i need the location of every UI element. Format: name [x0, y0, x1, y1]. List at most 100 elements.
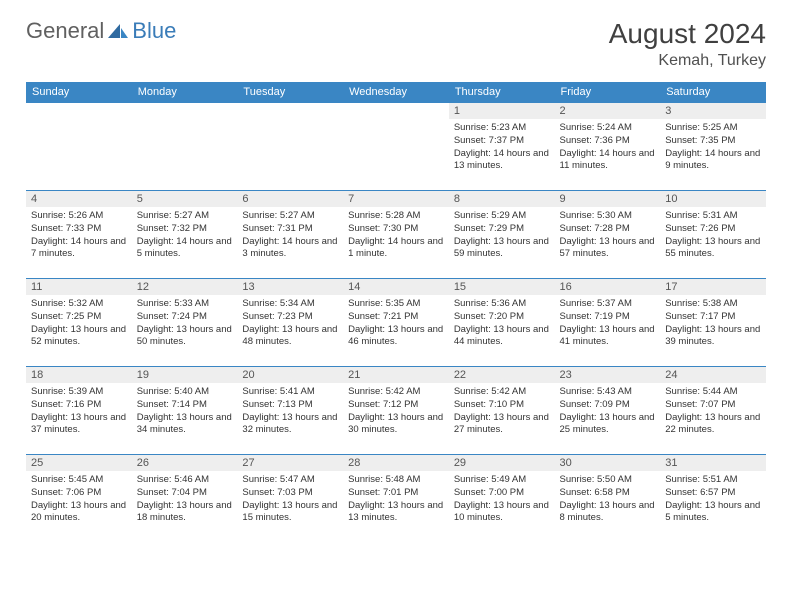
sunset-line: Sunset: 6:58 PM	[560, 487, 656, 500]
week-row: 1Sunrise: 5:23 AMSunset: 7:37 PMDaylight…	[26, 103, 766, 191]
day-cell-18: 18Sunrise: 5:39 AMSunset: 7:16 PMDayligh…	[26, 367, 132, 455]
day-body: Sunrise: 5:49 AMSunset: 7:00 PMDaylight:…	[449, 471, 555, 528]
daylight-line: Daylight: 13 hours and 39 minutes.	[665, 324, 761, 350]
sunset-line: Sunset: 7:01 PM	[348, 487, 444, 500]
day-number: 29	[449, 455, 555, 471]
daylight-line: Daylight: 13 hours and 41 minutes.	[560, 324, 656, 350]
day-cell-19: 19Sunrise: 5:40 AMSunset: 7:14 PMDayligh…	[132, 367, 238, 455]
daylight-line: Daylight: 13 hours and 37 minutes.	[31, 412, 127, 438]
day-number: 7	[343, 191, 449, 207]
sunset-line: Sunset: 7:21 PM	[348, 311, 444, 324]
sunrise-line: Sunrise: 5:50 AM	[560, 474, 656, 487]
day-cell-25: 25Sunrise: 5:45 AMSunset: 7:06 PMDayligh…	[26, 455, 132, 543]
daylight-line: Daylight: 13 hours and 25 minutes.	[560, 412, 656, 438]
day-number: 21	[343, 367, 449, 383]
day-cell-8: 8Sunrise: 5:29 AMSunset: 7:29 PMDaylight…	[449, 191, 555, 279]
day-cell-14: 14Sunrise: 5:35 AMSunset: 7:21 PMDayligh…	[343, 279, 449, 367]
day-cell-22: 22Sunrise: 5:42 AMSunset: 7:10 PMDayligh…	[449, 367, 555, 455]
day-body: Sunrise: 5:35 AMSunset: 7:21 PMDaylight:…	[343, 295, 449, 352]
daylight-line: Daylight: 13 hours and 8 minutes.	[560, 500, 656, 526]
day-number: 28	[343, 455, 449, 471]
day-number: 6	[237, 191, 343, 207]
day-cell-13: 13Sunrise: 5:34 AMSunset: 7:23 PMDayligh…	[237, 279, 343, 367]
day-cell-17: 17Sunrise: 5:38 AMSunset: 7:17 PMDayligh…	[660, 279, 766, 367]
daylight-line: Daylight: 13 hours and 27 minutes.	[454, 412, 550, 438]
sunset-line: Sunset: 7:16 PM	[31, 399, 127, 412]
sunrise-line: Sunrise: 5:24 AM	[560, 122, 656, 135]
day-body: Sunrise: 5:48 AMSunset: 7:01 PMDaylight:…	[343, 471, 449, 528]
sunrise-line: Sunrise: 5:33 AM	[137, 298, 233, 311]
day-body: Sunrise: 5:38 AMSunset: 7:17 PMDaylight:…	[660, 295, 766, 352]
logo: General Blue	[26, 18, 176, 44]
empty-cell	[26, 103, 132, 191]
dow-wednesday: Wednesday	[343, 82, 449, 103]
week-row: 11Sunrise: 5:32 AMSunset: 7:25 PMDayligh…	[26, 279, 766, 367]
week-row: 18Sunrise: 5:39 AMSunset: 7:16 PMDayligh…	[26, 367, 766, 455]
sunset-line: Sunset: 7:33 PM	[31, 223, 127, 236]
day-cell-20: 20Sunrise: 5:41 AMSunset: 7:13 PMDayligh…	[237, 367, 343, 455]
day-cell-15: 15Sunrise: 5:36 AMSunset: 7:20 PMDayligh…	[449, 279, 555, 367]
sunset-line: Sunset: 7:32 PM	[137, 223, 233, 236]
sunrise-line: Sunrise: 5:31 AM	[665, 210, 761, 223]
title-block: August 2024 Kemah, Turkey	[609, 18, 766, 70]
sunrise-line: Sunrise: 5:29 AM	[454, 210, 550, 223]
sunrise-line: Sunrise: 5:37 AM	[560, 298, 656, 311]
sunset-line: Sunset: 7:04 PM	[137, 487, 233, 500]
daylight-line: Daylight: 13 hours and 15 minutes.	[242, 500, 338, 526]
day-cell-12: 12Sunrise: 5:33 AMSunset: 7:24 PMDayligh…	[132, 279, 238, 367]
daylight-line: Daylight: 13 hours and 46 minutes.	[348, 324, 444, 350]
day-number: 3	[660, 103, 766, 119]
daylight-line: Daylight: 14 hours and 9 minutes.	[665, 148, 761, 174]
day-cell-6: 6Sunrise: 5:27 AMSunset: 7:31 PMDaylight…	[237, 191, 343, 279]
day-body: Sunrise: 5:31 AMSunset: 7:26 PMDaylight:…	[660, 207, 766, 264]
day-cell-5: 5Sunrise: 5:27 AMSunset: 7:32 PMDaylight…	[132, 191, 238, 279]
dow-sunday: Sunday	[26, 82, 132, 103]
day-cell-27: 27Sunrise: 5:47 AMSunset: 7:03 PMDayligh…	[237, 455, 343, 543]
sunset-line: Sunset: 7:23 PM	[242, 311, 338, 324]
sunset-line: Sunset: 7:03 PM	[242, 487, 338, 500]
sunrise-line: Sunrise: 5:48 AM	[348, 474, 444, 487]
daylight-line: Daylight: 14 hours and 11 minutes.	[560, 148, 656, 174]
day-cell-24: 24Sunrise: 5:44 AMSunset: 7:07 PMDayligh…	[660, 367, 766, 455]
day-cell-21: 21Sunrise: 5:42 AMSunset: 7:12 PMDayligh…	[343, 367, 449, 455]
day-body: Sunrise: 5:41 AMSunset: 7:13 PMDaylight:…	[237, 383, 343, 440]
day-cell-16: 16Sunrise: 5:37 AMSunset: 7:19 PMDayligh…	[555, 279, 661, 367]
day-body: Sunrise: 5:46 AMSunset: 7:04 PMDaylight:…	[132, 471, 238, 528]
sunrise-line: Sunrise: 5:27 AM	[242, 210, 338, 223]
week-row: 4Sunrise: 5:26 AMSunset: 7:33 PMDaylight…	[26, 191, 766, 279]
day-cell-23: 23Sunrise: 5:43 AMSunset: 7:09 PMDayligh…	[555, 367, 661, 455]
daylight-line: Daylight: 13 hours and 5 minutes.	[665, 500, 761, 526]
sunrise-line: Sunrise: 5:42 AM	[348, 386, 444, 399]
sunrise-line: Sunrise: 5:25 AM	[665, 122, 761, 135]
daylight-line: Daylight: 13 hours and 44 minutes.	[454, 324, 550, 350]
daylight-line: Daylight: 14 hours and 1 minute.	[348, 236, 444, 262]
sunset-line: Sunset: 7:31 PM	[242, 223, 338, 236]
day-number: 31	[660, 455, 766, 471]
sunrise-line: Sunrise: 5:30 AM	[560, 210, 656, 223]
sunset-line: Sunset: 7:14 PM	[137, 399, 233, 412]
day-body: Sunrise: 5:34 AMSunset: 7:23 PMDaylight:…	[237, 295, 343, 352]
daylight-line: Daylight: 13 hours and 32 minutes.	[242, 412, 338, 438]
day-number: 12	[132, 279, 238, 295]
sunset-line: Sunset: 7:00 PM	[454, 487, 550, 500]
day-number: 20	[237, 367, 343, 383]
day-number: 22	[449, 367, 555, 383]
daylight-line: Daylight: 13 hours and 30 minutes.	[348, 412, 444, 438]
day-number: 15	[449, 279, 555, 295]
sunrise-line: Sunrise: 5:51 AM	[665, 474, 761, 487]
day-body: Sunrise: 5:37 AMSunset: 7:19 PMDaylight:…	[555, 295, 661, 352]
logo-word2: Blue	[132, 18, 176, 44]
sunrise-line: Sunrise: 5:28 AM	[348, 210, 444, 223]
day-number: 8	[449, 191, 555, 207]
sunset-line: Sunset: 7:25 PM	[31, 311, 127, 324]
day-cell-28: 28Sunrise: 5:48 AMSunset: 7:01 PMDayligh…	[343, 455, 449, 543]
dow-monday: Monday	[132, 82, 238, 103]
day-number: 13	[237, 279, 343, 295]
sunrise-line: Sunrise: 5:36 AM	[454, 298, 550, 311]
daylight-line: Daylight: 13 hours and 50 minutes.	[137, 324, 233, 350]
day-body: Sunrise: 5:51 AMSunset: 6:57 PMDaylight:…	[660, 471, 766, 528]
daylight-line: Daylight: 13 hours and 59 minutes.	[454, 236, 550, 262]
sunset-line: Sunset: 7:13 PM	[242, 399, 338, 412]
day-number: 10	[660, 191, 766, 207]
dow-thursday: Thursday	[449, 82, 555, 103]
